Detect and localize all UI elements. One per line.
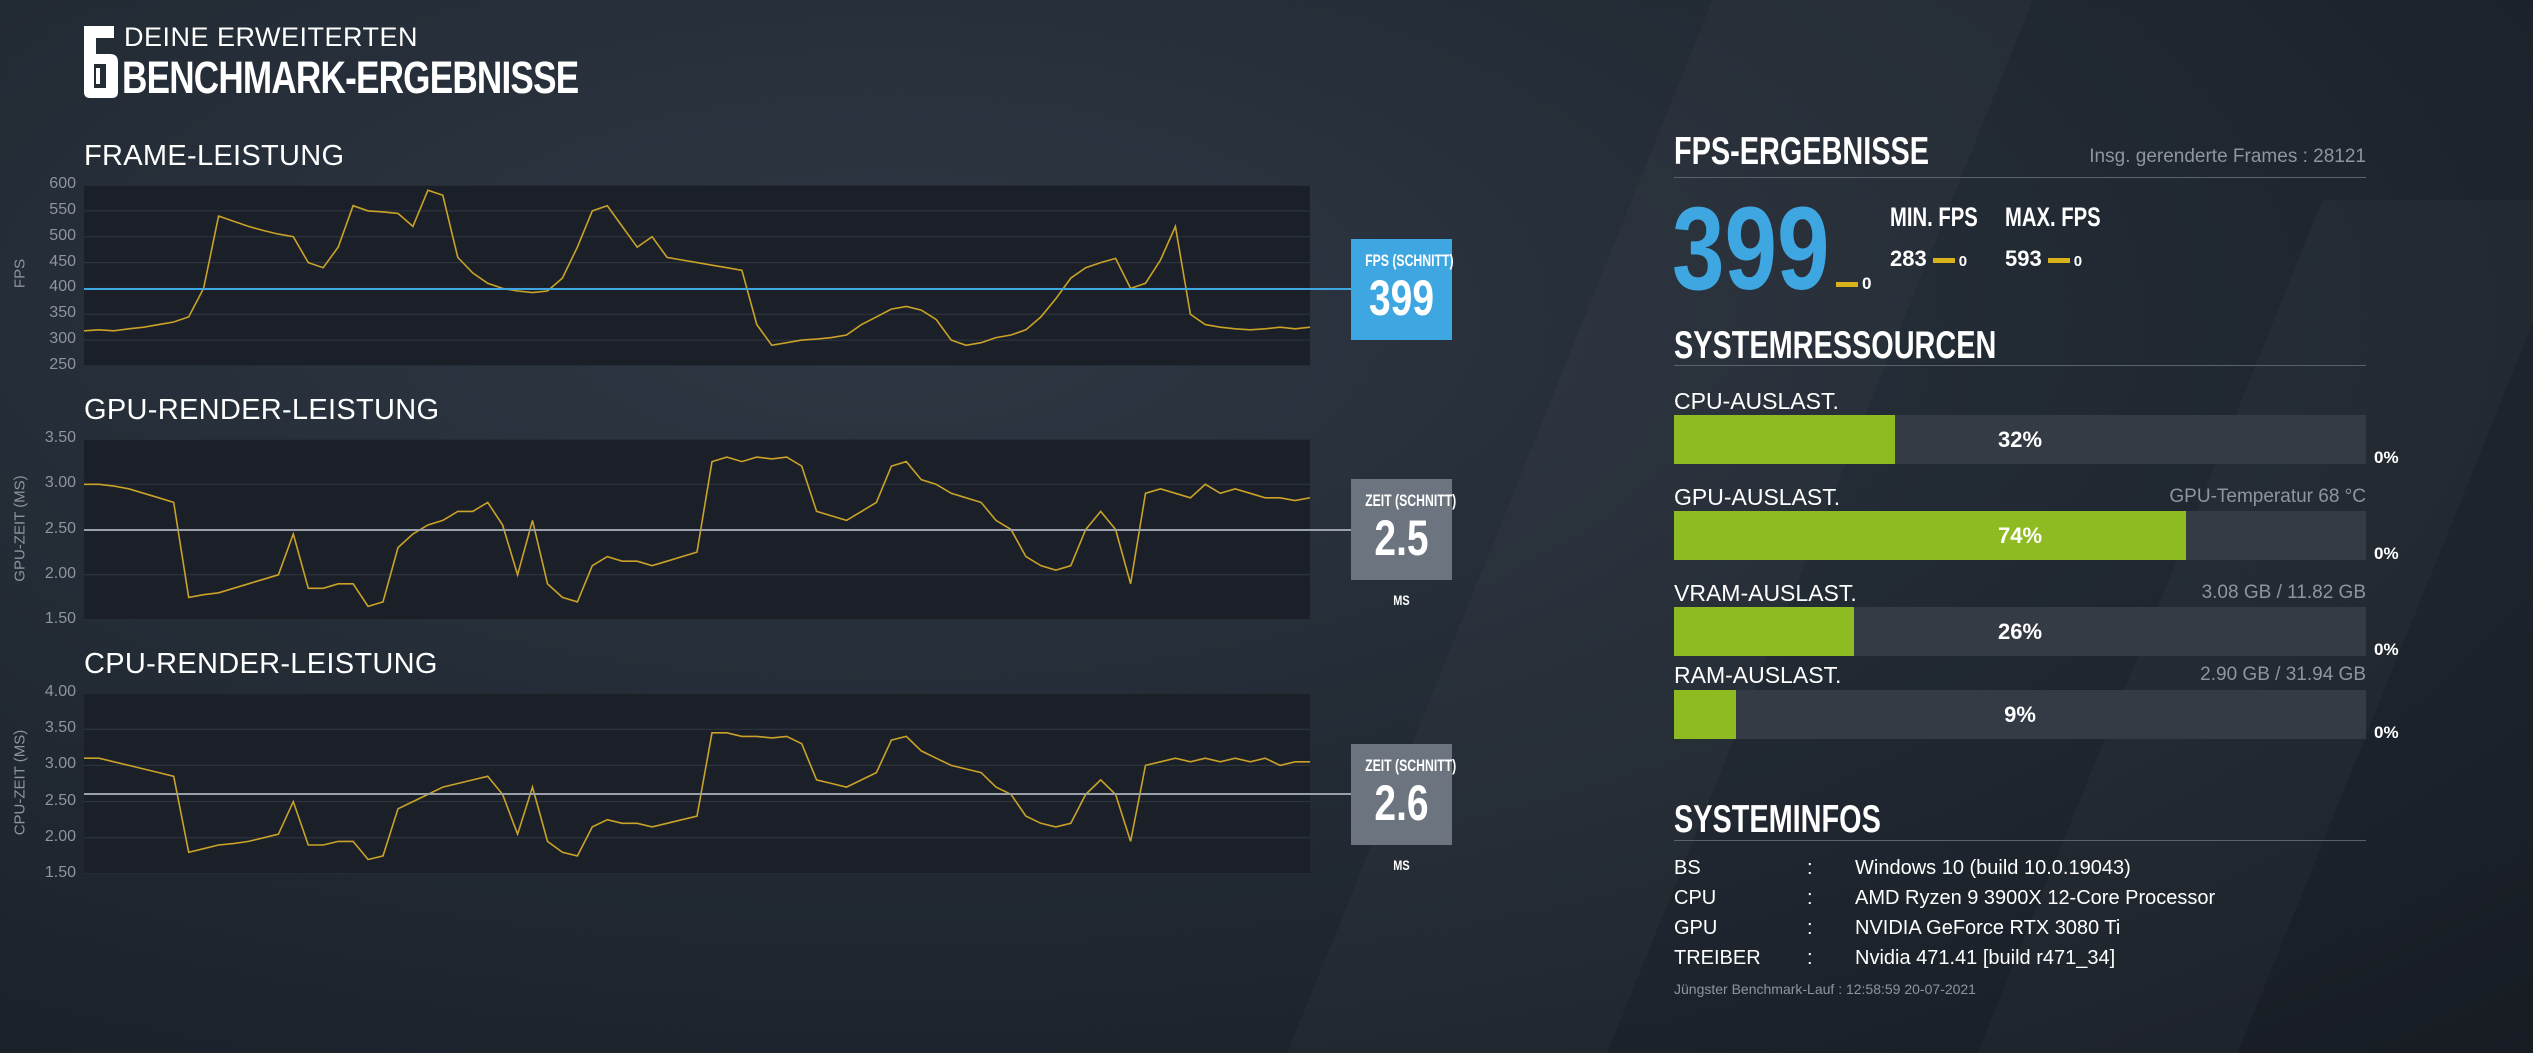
gpu-tick-label: 2.00 bbox=[44, 564, 76, 582]
cpu-usage-delta: 0% bbox=[2374, 448, 2399, 467]
cpu-average-label: ZEIT (SCHNITT) bbox=[1365, 756, 1457, 775]
gpu-tick-label: 2.50 bbox=[44, 519, 76, 537]
gpu-usage-fill bbox=[1674, 511, 2187, 560]
system-resources-title: SYSTEMRESSOURCEN bbox=[1674, 324, 1997, 367]
cpu-tick-label: 3.00 bbox=[44, 755, 76, 773]
ram-usage-percent: 9% bbox=[2004, 702, 2036, 727]
fps-chart-title: FRAME-LEISTUNG bbox=[84, 140, 345, 172]
fps-axis-label: FPS bbox=[11, 258, 29, 289]
fps-average-box: FPS (SCHNITT) 399 bbox=[1351, 239, 1454, 340]
fps-tick-label: 250 bbox=[49, 356, 76, 373]
ram-usage-bar: 9% bbox=[1674, 690, 2366, 739]
fps-average-value: 399 bbox=[1368, 270, 1435, 326]
gpu-usage-label: GPU-AUSLAST. bbox=[1674, 484, 1841, 510]
gpu-average-label: ZEIT (SCHNITT) bbox=[1365, 491, 1457, 510]
total-frames-info: Insg. gerenderte Frames : 28121 bbox=[2089, 146, 2366, 167]
gpu-temperature-info: GPU-Temperatur 68 °C bbox=[2169, 486, 2366, 507]
gpu-usage-percent: 74% bbox=[1997, 523, 2043, 548]
page-title: BENCHMARK-ERGEBNISSE bbox=[122, 52, 579, 103]
fps-tick-label: 400 bbox=[49, 278, 76, 296]
divider bbox=[1674, 177, 2366, 178]
cpu-chart-plot bbox=[84, 693, 1310, 874]
info-value-gpu: NVIDIA GeForce RTX 3080 Ti bbox=[1855, 917, 2121, 939]
header-subtitle: DEINE ERWEITERTEN bbox=[124, 22, 419, 52]
info-separator: : bbox=[1807, 947, 1813, 969]
fps-line-chart bbox=[84, 185, 1310, 366]
gpu-average-box: ZEIT (SCHNITT) 2.5 MS bbox=[1351, 479, 1457, 607]
info-separator: : bbox=[1807, 887, 1813, 909]
max-fps-value: 593 0 bbox=[2005, 246, 2083, 271]
last-run-timestamp: Jüngster Benchmark-Lauf : 12:58:59 20-07… bbox=[1674, 981, 1976, 997]
info-value-os: Windows 10 (build 10.0.19043) bbox=[1855, 857, 2131, 879]
info-value-driver: Nvidia 471.41 [build r471_34] bbox=[1855, 947, 2116, 969]
fps-average-big: 399 bbox=[1672, 183, 1830, 315]
vram-usage-info: 3.08 GB / 11.82 GB bbox=[2201, 582, 2366, 603]
min-fps-label: MIN. FPS bbox=[1890, 202, 1978, 232]
cpu-tick-label: 4.00 bbox=[44, 683, 76, 700]
cpu-tick-label: 1.50 bbox=[44, 864, 76, 881]
vram-usage-fill bbox=[1674, 607, 1854, 656]
min-fps-value: 283 0 bbox=[1890, 246, 1968, 271]
ram-usage-fill bbox=[1674, 690, 1737, 739]
info-key-os: BS bbox=[1674, 857, 1701, 879]
cpu-tick-label: 2.50 bbox=[44, 791, 76, 809]
delta-dash-icon bbox=[1836, 282, 1858, 288]
gpu-tick-label: 3.00 bbox=[44, 474, 76, 492]
rainbow-six-logo-icon bbox=[84, 26, 118, 98]
gpu-chart-title: GPU-RENDER-LEISTUNG bbox=[84, 394, 440, 426]
vram-usage-label: VRAM-AUSLAST. bbox=[1674, 580, 1857, 606]
fps-average-delta: 0 bbox=[1830, 274, 1871, 294]
ram-usage-info: 2.90 GB / 31.94 GB bbox=[2200, 664, 2366, 685]
vram-usage-percent: 26% bbox=[1997, 619, 2043, 644]
ram-usage-delta: 0% bbox=[2374, 723, 2399, 742]
info-key-driver: TREIBER bbox=[1674, 947, 1761, 969]
fps-tick-label: 450 bbox=[49, 252, 76, 270]
gpu-usage-bar: 74% bbox=[1674, 511, 2366, 560]
delta-dash-icon bbox=[1932, 257, 1955, 263]
cpu-usage-percent: 32% bbox=[1997, 427, 2043, 452]
divider bbox=[1674, 840, 2366, 841]
cpu-chart-title: CPU-RENDER-LEISTUNG bbox=[84, 648, 438, 680]
cpu-series-line bbox=[84, 732, 1310, 861]
gpu-average-value: 2.5 MS bbox=[1374, 510, 1429, 608]
delta-dash-icon bbox=[2047, 257, 2070, 263]
fps-tick-label: 600 bbox=[49, 175, 76, 192]
fps-tick-label: 350 bbox=[49, 304, 76, 322]
cpu-average-line bbox=[84, 793, 1351, 796]
cpu-line-chart bbox=[84, 693, 1310, 874]
fps-tick-label: 500 bbox=[49, 226, 76, 244]
cpu-usage-bar: 32% bbox=[1674, 415, 2366, 464]
gpu-tick-label: 1.50 bbox=[44, 610, 76, 627]
cpu-usage-fill bbox=[1674, 415, 1896, 464]
vram-usage-bar: 26% bbox=[1674, 607, 2366, 656]
gpu-average-line bbox=[84, 528, 1351, 531]
fps-chart-plot bbox=[84, 185, 1310, 366]
cpu-usage-label: CPU-AUSLAST. bbox=[1674, 388, 1839, 414]
info-key-cpu: CPU bbox=[1674, 887, 1717, 909]
info-value-cpu: AMD Ryzen 9 3900X 12-Core Processor bbox=[1855, 887, 2216, 909]
system-info-title: SYSTEMINFOS bbox=[1674, 798, 1881, 841]
fps-results-title: FPS-ERGEBNISSE bbox=[1674, 130, 1929, 173]
fps-series-line bbox=[84, 189, 1310, 347]
gpu-usage-delta: 0% bbox=[2374, 544, 2399, 563]
info-separator: : bbox=[1807, 917, 1813, 939]
vram-usage-delta: 0% bbox=[2374, 640, 2399, 659]
cpu-tick-label: 3.50 bbox=[44, 719, 76, 737]
divider bbox=[1674, 365, 2366, 366]
cpu-average-value: 2.6 MS bbox=[1374, 775, 1429, 873]
cpu-tick-label: 2.00 bbox=[44, 827, 76, 845]
cpu-axis-label: CPU-ZEIT (MS) bbox=[11, 729, 29, 836]
info-key-gpu: GPU bbox=[1674, 917, 1718, 939]
fps-tick-label: 550 bbox=[49, 200, 76, 218]
gpu-tick-label: 3.50 bbox=[44, 429, 76, 446]
gpu-series-line bbox=[84, 456, 1310, 608]
fps-tick-label: 300 bbox=[49, 330, 76, 348]
max-fps-label: MAX. FPS bbox=[2005, 202, 2101, 232]
info-separator: : bbox=[1807, 857, 1813, 879]
fps-average-line bbox=[84, 287, 1351, 290]
cpu-average-box: ZEIT (SCHNITT) 2.6 MS bbox=[1351, 744, 1457, 872]
ram-usage-label: RAM-AUSLAST. bbox=[1674, 662, 1842, 688]
fps-average-label: FPS (SCHNITT) bbox=[1365, 251, 1454, 270]
